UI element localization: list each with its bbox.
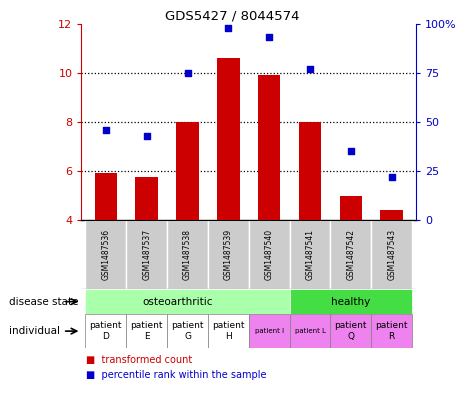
Bar <box>290 314 331 348</box>
Bar <box>95 173 117 220</box>
Bar <box>86 220 126 289</box>
Text: patient
Q: patient Q <box>335 321 367 341</box>
Bar <box>86 289 290 314</box>
Bar <box>290 289 412 314</box>
Bar <box>290 220 331 289</box>
Text: patient
D: patient D <box>90 321 122 341</box>
Text: individual: individual <box>9 326 60 336</box>
Point <box>306 66 314 72</box>
Bar <box>126 220 167 289</box>
Text: ■  transformed count: ■ transformed count <box>86 354 192 365</box>
Text: GSM1487538: GSM1487538 <box>183 229 192 280</box>
Bar <box>167 220 208 289</box>
Bar <box>331 314 371 348</box>
Bar <box>380 210 403 220</box>
Bar <box>135 177 158 220</box>
Bar <box>371 314 412 348</box>
Text: ■  percentile rank within the sample: ■ percentile rank within the sample <box>86 370 266 380</box>
Bar <box>249 314 290 348</box>
Text: patient
E: patient E <box>131 321 163 341</box>
Text: patient L: patient L <box>294 328 326 334</box>
Bar <box>331 220 371 289</box>
Bar <box>176 122 199 220</box>
Bar <box>126 314 167 348</box>
Bar <box>217 58 239 220</box>
Bar <box>258 75 280 220</box>
Point <box>266 34 273 40</box>
Bar <box>371 220 412 289</box>
Text: GDS5427 / 8044574: GDS5427 / 8044574 <box>165 10 300 23</box>
Text: GSM1487543: GSM1487543 <box>387 229 396 280</box>
Bar <box>208 314 249 348</box>
Bar <box>339 195 362 220</box>
Text: GSM1487536: GSM1487536 <box>101 229 110 280</box>
Text: osteoarthritic: osteoarthritic <box>142 297 213 307</box>
Text: patient I: patient I <box>255 328 284 334</box>
Point <box>388 174 395 180</box>
Point <box>184 70 191 76</box>
Text: GSM1487540: GSM1487540 <box>265 229 274 280</box>
Bar <box>208 220 249 289</box>
Bar <box>167 314 208 348</box>
Point <box>143 132 150 139</box>
Text: GSM1487539: GSM1487539 <box>224 229 233 280</box>
Text: GSM1487542: GSM1487542 <box>346 229 355 280</box>
Text: healthy: healthy <box>331 297 371 307</box>
Text: GSM1487541: GSM1487541 <box>306 229 314 280</box>
Text: disease state: disease state <box>9 297 79 307</box>
Text: patient
H: patient H <box>212 321 245 341</box>
Text: GSM1487537: GSM1487537 <box>142 229 151 280</box>
Text: patient
G: patient G <box>171 321 204 341</box>
Bar <box>249 220 290 289</box>
Bar <box>86 314 126 348</box>
Text: patient
R: patient R <box>375 321 408 341</box>
Point <box>102 127 110 133</box>
Bar <box>299 122 321 220</box>
Point <box>347 148 355 154</box>
Point <box>225 24 232 31</box>
